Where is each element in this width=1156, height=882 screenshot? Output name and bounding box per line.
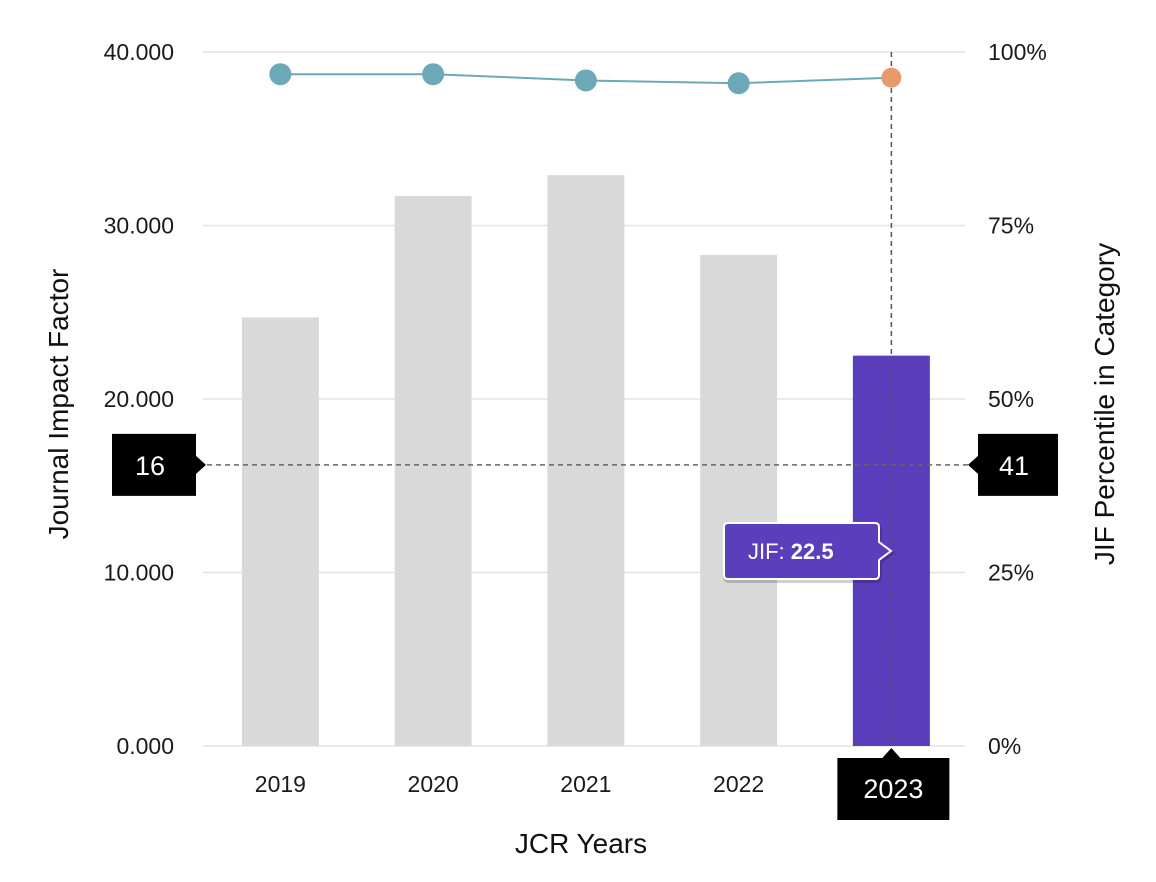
percentile-line-layer — [269, 63, 902, 95]
bar[interactable] — [700, 254, 778, 746]
y2-tick-label: 50% — [988, 386, 1034, 412]
tooltip-layer: JIF: 22.5 — [723, 522, 896, 583]
reference-marker-right[interactable] — [968, 433, 1058, 496]
x-tick-label: 2019 — [255, 771, 306, 797]
x-tick-label: 2021 — [560, 771, 611, 797]
bar[interactable] — [547, 175, 625, 746]
percentile-point[interactable] — [269, 63, 292, 86]
y2-tick-label: 75% — [988, 213, 1034, 239]
percentile-point[interactable] — [422, 63, 445, 86]
bar[interactable] — [394, 196, 472, 746]
tooltip-box — [723, 522, 893, 580]
reference-marker-left[interactable] — [112, 433, 206, 496]
y-tick-label: 0.000 — [116, 733, 174, 759]
x-tick-label: 2022 — [713, 771, 764, 797]
percentile-point[interactable] — [727, 72, 750, 95]
percentile-point[interactable] — [574, 69, 597, 92]
y-tick-label: 30.000 — [104, 213, 174, 239]
y-tick-label: 10.000 — [104, 560, 174, 586]
selected-year-label: 2023 — [863, 774, 923, 804]
y-tick-label: 20.000 — [104, 386, 174, 412]
y2-tick-label: 0% — [988, 733, 1021, 759]
tooltip-label: JIF: — [748, 539, 791, 564]
axis-layer: 0.000 10.000 20.000 30.000 40.000 0% 25% 50% 75%… — [43, 39, 1120, 859]
x-tick-label: 2020 — [408, 771, 459, 797]
y-tick-label: 40.000 — [104, 39, 174, 65]
bar-layer — [241, 175, 930, 746]
y2-tick-label: 100% — [988, 39, 1047, 65]
y2-tick-label: 25% — [988, 560, 1034, 586]
reference-label-left: 16 — [135, 451, 165, 481]
y2-axis-title: JIF Percentile in Category — [1089, 243, 1120, 565]
reference-line-layer — [198, 52, 972, 746]
percentile-point-selected[interactable] — [881, 67, 902, 88]
reference-label-right: 41 — [999, 451, 1029, 481]
bar[interactable] — [241, 317, 319, 746]
tooltip-text: JIF: 22.5 — [748, 539, 834, 564]
x-axis-title: JCR Years — [515, 828, 647, 859]
tooltip-value: 22.5 — [791, 539, 834, 564]
selected-year-marker[interactable] — [837, 748, 950, 820]
marker-layer: 2023 16 41 — [112, 433, 1058, 820]
y-axis-title: Journal Impact Factor — [43, 269, 74, 540]
